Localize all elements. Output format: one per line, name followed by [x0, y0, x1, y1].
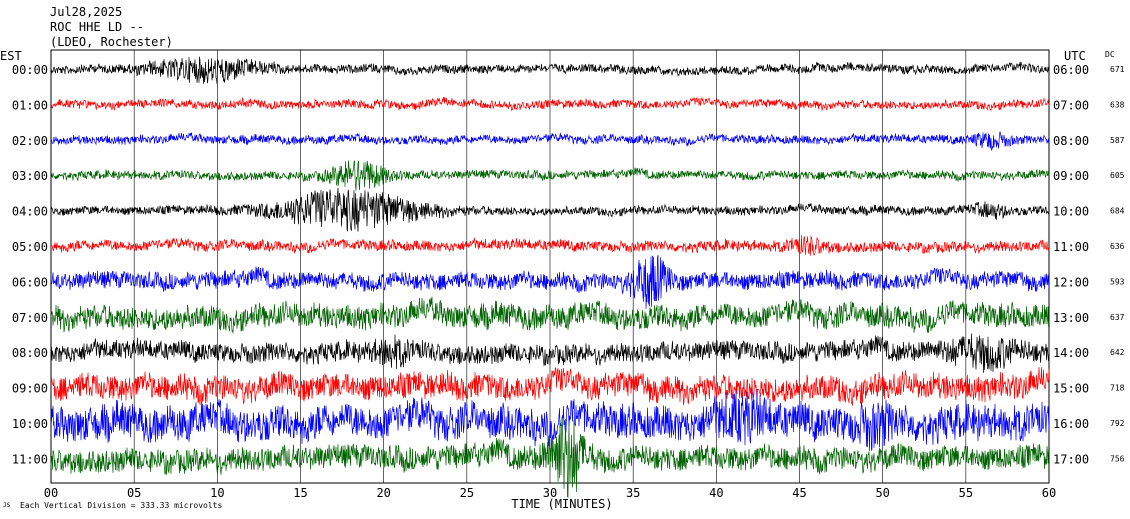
utc-hour-label: 11:00 [1053, 240, 1089, 254]
est-hour-label: 00:00 [12, 63, 48, 77]
trace-line [50, 366, 1050, 406]
utc-hour-label: 16:00 [1053, 417, 1089, 431]
dc-value: 593 [1110, 277, 1125, 286]
dc-value: 756 [1110, 454, 1125, 463]
utc-axis-label: UTC [1064, 49, 1086, 63]
footnote-mark: JS [3, 502, 11, 509]
est-hour-label: 07:00 [12, 311, 48, 325]
trace-line [50, 234, 1050, 256]
utc-hour-label: 08:00 [1053, 134, 1089, 148]
trace-line [50, 160, 1050, 191]
est-hour-label: 05:00 [12, 240, 48, 254]
trace-line [50, 56, 1050, 85]
dc-axis-label: DC [1105, 50, 1115, 59]
est-hour-label: 03:00 [12, 169, 48, 183]
x-tick-label: 50 [875, 486, 889, 500]
trace-line [50, 296, 1050, 334]
utc-hour-label: 12:00 [1053, 275, 1089, 289]
utc-hour-label: 07:00 [1053, 98, 1089, 112]
trace-line [50, 96, 1050, 112]
dc-value: 671 [1110, 65, 1125, 74]
est-hour-label: 01:00 [12, 98, 48, 112]
x-tick-label: 25 [460, 486, 474, 500]
x-tick-label: 40 [709, 486, 723, 500]
vertical-scale-note: Each Vertical Division = 333.33 microvol… [20, 501, 223, 510]
dc-value: 605 [1110, 171, 1125, 180]
dc-value: 642 [1110, 348, 1125, 357]
utc-hour-label: 06:00 [1053, 63, 1089, 77]
utc-hour-label: 15:00 [1053, 382, 1089, 396]
dc-value: 637 [1110, 313, 1125, 322]
est-hour-label: 04:00 [12, 205, 48, 219]
dc-value: 587 [1110, 136, 1125, 145]
est-hour-label: 09:00 [12, 382, 48, 396]
utc-hour-label: 10:00 [1053, 205, 1089, 219]
x-tick-label: 05 [127, 486, 141, 500]
x-tick-label: 30 [543, 486, 557, 500]
utc-hour-label: 09:00 [1053, 169, 1089, 183]
est-hour-label: 06:00 [12, 275, 48, 289]
x-tick-label: 55 [959, 486, 973, 500]
dc-value: 636 [1110, 242, 1125, 251]
axis-labels: EST UTC DC TIME (MINUTES) 00 05 10 15 20 25 30… [0, 49, 1125, 511]
x-tick-label: 20 [376, 486, 390, 500]
utc-hour-label: 14:00 [1053, 346, 1089, 360]
x-tick-label: 35 [626, 486, 640, 500]
est-hour-label: 08:00 [12, 346, 48, 360]
trace-line [50, 389, 1050, 451]
x-tick-label: 60 [1042, 486, 1056, 500]
dc-value: 684 [1110, 207, 1125, 216]
seismic-traces [50, 56, 1050, 498]
utc-hour-label: 17:00 [1053, 452, 1089, 466]
trace-line [50, 187, 1050, 232]
x-tick-label: 10 [210, 486, 224, 500]
network-label: (LDEO, Rochester) [50, 35, 173, 49]
est-axis-label: EST [0, 49, 22, 63]
est-hour-label: 02:00 [12, 134, 48, 148]
x-tick-label: 15 [293, 486, 307, 500]
est-hour-label: 11:00 [12, 452, 48, 466]
x-axis-title: TIME (MINUTES) [511, 497, 612, 511]
trace-line [50, 131, 1050, 152]
x-tick-label: 00 [44, 486, 58, 500]
x-tick-label: 45 [792, 486, 806, 500]
trace-line [50, 333, 1050, 373]
dc-value: 792 [1110, 419, 1125, 428]
trace-line [50, 254, 1050, 309]
est-hour-label: 10:00 [12, 417, 48, 431]
plot-date: Jul28,2025 [50, 5, 123, 19]
station-title: ROC HHE LD -- [50, 20, 144, 34]
trace-line [50, 416, 1050, 498]
dc-value: 718 [1110, 384, 1125, 393]
dc-value: 638 [1110, 100, 1125, 109]
utc-hour-label: 13:00 [1053, 311, 1089, 325]
